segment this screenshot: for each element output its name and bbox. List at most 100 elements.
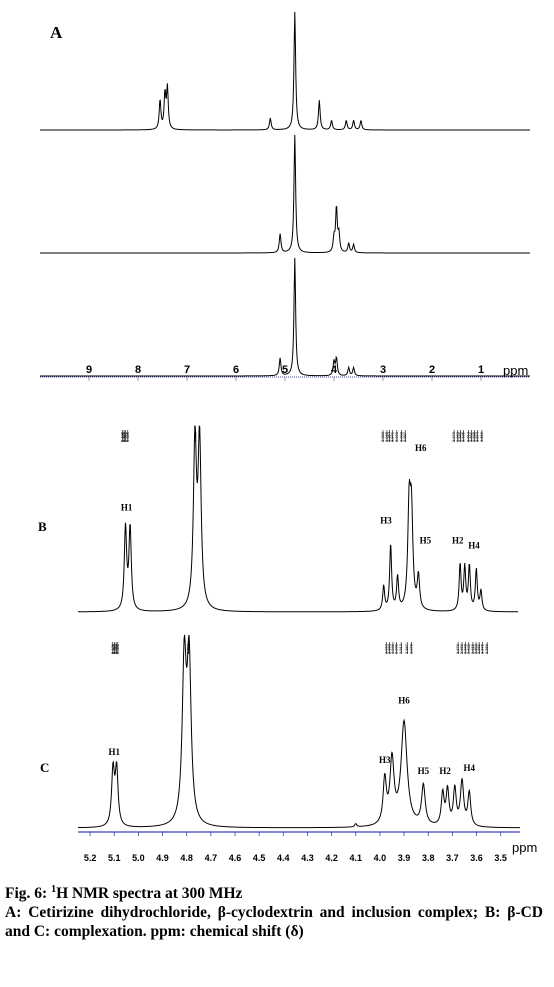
panel-c-annotation: H3 xyxy=(379,755,391,765)
panel-a-tick-label: 7 xyxy=(184,364,190,376)
panel-c-peak-value: 3.615 xyxy=(470,643,475,654)
panel-b-peak-value: 3.941 xyxy=(390,431,395,442)
panel-b-annotation: H5 xyxy=(420,535,432,545)
panel-b-annotation: H3 xyxy=(380,516,392,526)
panel-c-axis-unit: ppm xyxy=(512,840,537,855)
panel-c-annotation: H2 xyxy=(439,766,451,776)
panel-c-tick-label: 3.7 xyxy=(446,853,459,863)
panel-c-peak-value: 3.602 xyxy=(473,643,478,654)
panel-b-annotation: H1 xyxy=(121,502,133,512)
panel-c-x-axis: 5.2 5.1 5.0 4.9 4.8 4.7 4.6 4.5 4.4 4.3 4.2 4.1 4.0 3… xyxy=(78,831,520,863)
panel-c-peak-value: 3.660 xyxy=(459,643,464,654)
panel-a-tick-label: 2 xyxy=(429,364,435,376)
panel-c-tick-label: 4.0 xyxy=(374,853,387,863)
panel-b-peak-value: 3.923 xyxy=(394,431,399,442)
panel-b-peak-value: 3.635 xyxy=(461,431,466,442)
panel-a-tick-label: 9 xyxy=(86,364,92,376)
panel-c-tick-label: 4.4 xyxy=(277,853,290,863)
panel-b-peak-value: 3.676 xyxy=(451,431,456,442)
panel-c-tick-label: 4.8 xyxy=(180,853,193,863)
panel-c-peak-value: 3.575 xyxy=(480,643,485,654)
panel-b-peak-value: 5.108 xyxy=(119,431,124,442)
panel-c-tick-label: 4.5 xyxy=(253,853,266,863)
panel-c-tick-label: 4.7 xyxy=(205,853,218,863)
figure-caption: Fig. 6: 1H NMR spectra at 300 MHz A: Cet… xyxy=(5,880,543,941)
panel-c-peak-value: 5.106 xyxy=(110,643,115,654)
panel-c-annotation: H4 xyxy=(464,763,476,773)
panel-a-tick-label: 6 xyxy=(233,364,239,376)
panel-c-tick-label: 4.1 xyxy=(350,853,363,863)
panel-c-tick-label: 5.0 xyxy=(132,853,145,863)
panel-a-tick-label: 5 xyxy=(282,364,288,376)
panel-letter-a: A xyxy=(50,23,63,42)
panel-c-peak-value: 3.632 xyxy=(466,643,471,654)
panel-c-peak-value: 3.960 xyxy=(387,643,392,654)
panel-a-trace-1 xyxy=(40,11,530,131)
caption-body: A: Cetirizine dihydrochloride, β-cyclode… xyxy=(5,904,543,941)
panel-b-peak-value: 3.966 xyxy=(384,431,389,442)
panel-letter-c: C xyxy=(40,760,49,775)
panel-a-tick-label: 3 xyxy=(380,364,386,376)
panel-c-tick-label: 4.9 xyxy=(156,853,169,863)
panel-c-peak-value: 3.676 xyxy=(455,643,460,654)
panel-b-peak-value: 5.101 xyxy=(121,431,126,442)
panel-c-tick-label: 3.6 xyxy=(470,853,483,863)
panel-b-peak-value: 5.095 xyxy=(122,431,127,442)
panel-b-trace xyxy=(78,425,518,613)
caption-superscript: 1 xyxy=(51,884,57,895)
panel-c-tick-label: 4.6 xyxy=(229,853,242,863)
panel-c-peak-value: 3.932 xyxy=(393,643,398,654)
panel-b-peak-value: 3.601 xyxy=(468,431,473,442)
panel-b-peak-value: 3.613 xyxy=(466,431,471,442)
panel-a-spectra xyxy=(40,11,530,377)
panel-a-axis-unit: ppm xyxy=(503,363,528,378)
panel-b-annotation: H6 xyxy=(415,443,427,453)
panel-b-annotation: H4 xyxy=(468,540,480,550)
panel-b-annotation: H2 xyxy=(452,535,464,545)
panel-b-spectrum: H1 H3 H6 H5 H2 H4 xyxy=(78,425,518,613)
panel-c-peak-value: 3.973 xyxy=(383,643,388,654)
panel-b-peak-value: 5.085 xyxy=(125,431,130,442)
panel-a-trace-3 xyxy=(40,257,530,377)
panel-c-tick-label: 4.3 xyxy=(301,853,314,863)
panel-c-peak-value: 3.589 xyxy=(476,643,481,654)
panel-c-peak-value: 5.099 xyxy=(111,643,116,654)
panel-c-peak-value: 3.870 xyxy=(408,643,413,654)
panel-c-spectrum: H1 H3 H6 H5 H2 H4 xyxy=(77,634,520,829)
panel-a-tick-label: 8 xyxy=(135,364,141,376)
panel-c-tick-label: 5.1 xyxy=(108,853,121,863)
panel-c-peak-value: 3.887 xyxy=(404,643,409,654)
panel-b-peak-value: 3.660 xyxy=(455,431,460,442)
panel-c-peak-value: 3.912 xyxy=(398,643,403,654)
panel-c-tick-label: 4.2 xyxy=(325,853,338,863)
panel-c-peak-value: 3.556 xyxy=(484,643,489,654)
panel-a-x-axis: 9 8 7 6 5 4 3 2 1 xyxy=(40,364,530,381)
panel-letter-b: B xyxy=(38,519,47,534)
panel-b-peak-value: 3.954 xyxy=(387,431,392,442)
panel-c-peak-value: 3.646 xyxy=(462,643,467,654)
panel-b-peak-value: 3.649 xyxy=(457,431,462,442)
panel-c-peak-value: 5.092 xyxy=(113,643,118,654)
panel-b-peak-value: 3.556 xyxy=(479,431,484,442)
panel-b-peak-value: 3.574 xyxy=(475,431,480,442)
panel-a-tick-label: 1 xyxy=(478,364,484,376)
panel-b-peak-value: 3.588 xyxy=(471,431,476,442)
panel-c-tick-label: 3.5 xyxy=(494,853,507,863)
panel-c-peak-value: 3.946 xyxy=(390,643,395,654)
caption-title: Fig. 6: 1H NMR spectra at 300 MHz xyxy=(5,884,243,903)
panel-c-tick-label: 5.2 xyxy=(84,853,97,863)
panel-c-annotation: H6 xyxy=(398,696,410,706)
panel-b-peak-value: 3.903 xyxy=(399,431,404,442)
panel-a-tick-label: 4 xyxy=(331,364,338,376)
panel-a-trace-2 xyxy=(40,134,530,254)
panel-c-peak-value: 5.085 xyxy=(115,643,120,654)
panel-c-annotation: H5 xyxy=(418,766,430,776)
panel-c-tick-label: 3.8 xyxy=(422,853,435,863)
panel-c-tick-label: 3.9 xyxy=(398,853,411,863)
panel-c-annotation: H1 xyxy=(108,747,120,757)
panel-c-trace xyxy=(77,634,520,829)
panel-b-peak-value: 3.983 xyxy=(380,431,385,442)
panel-b-peak-value: 3.887 xyxy=(402,431,407,442)
